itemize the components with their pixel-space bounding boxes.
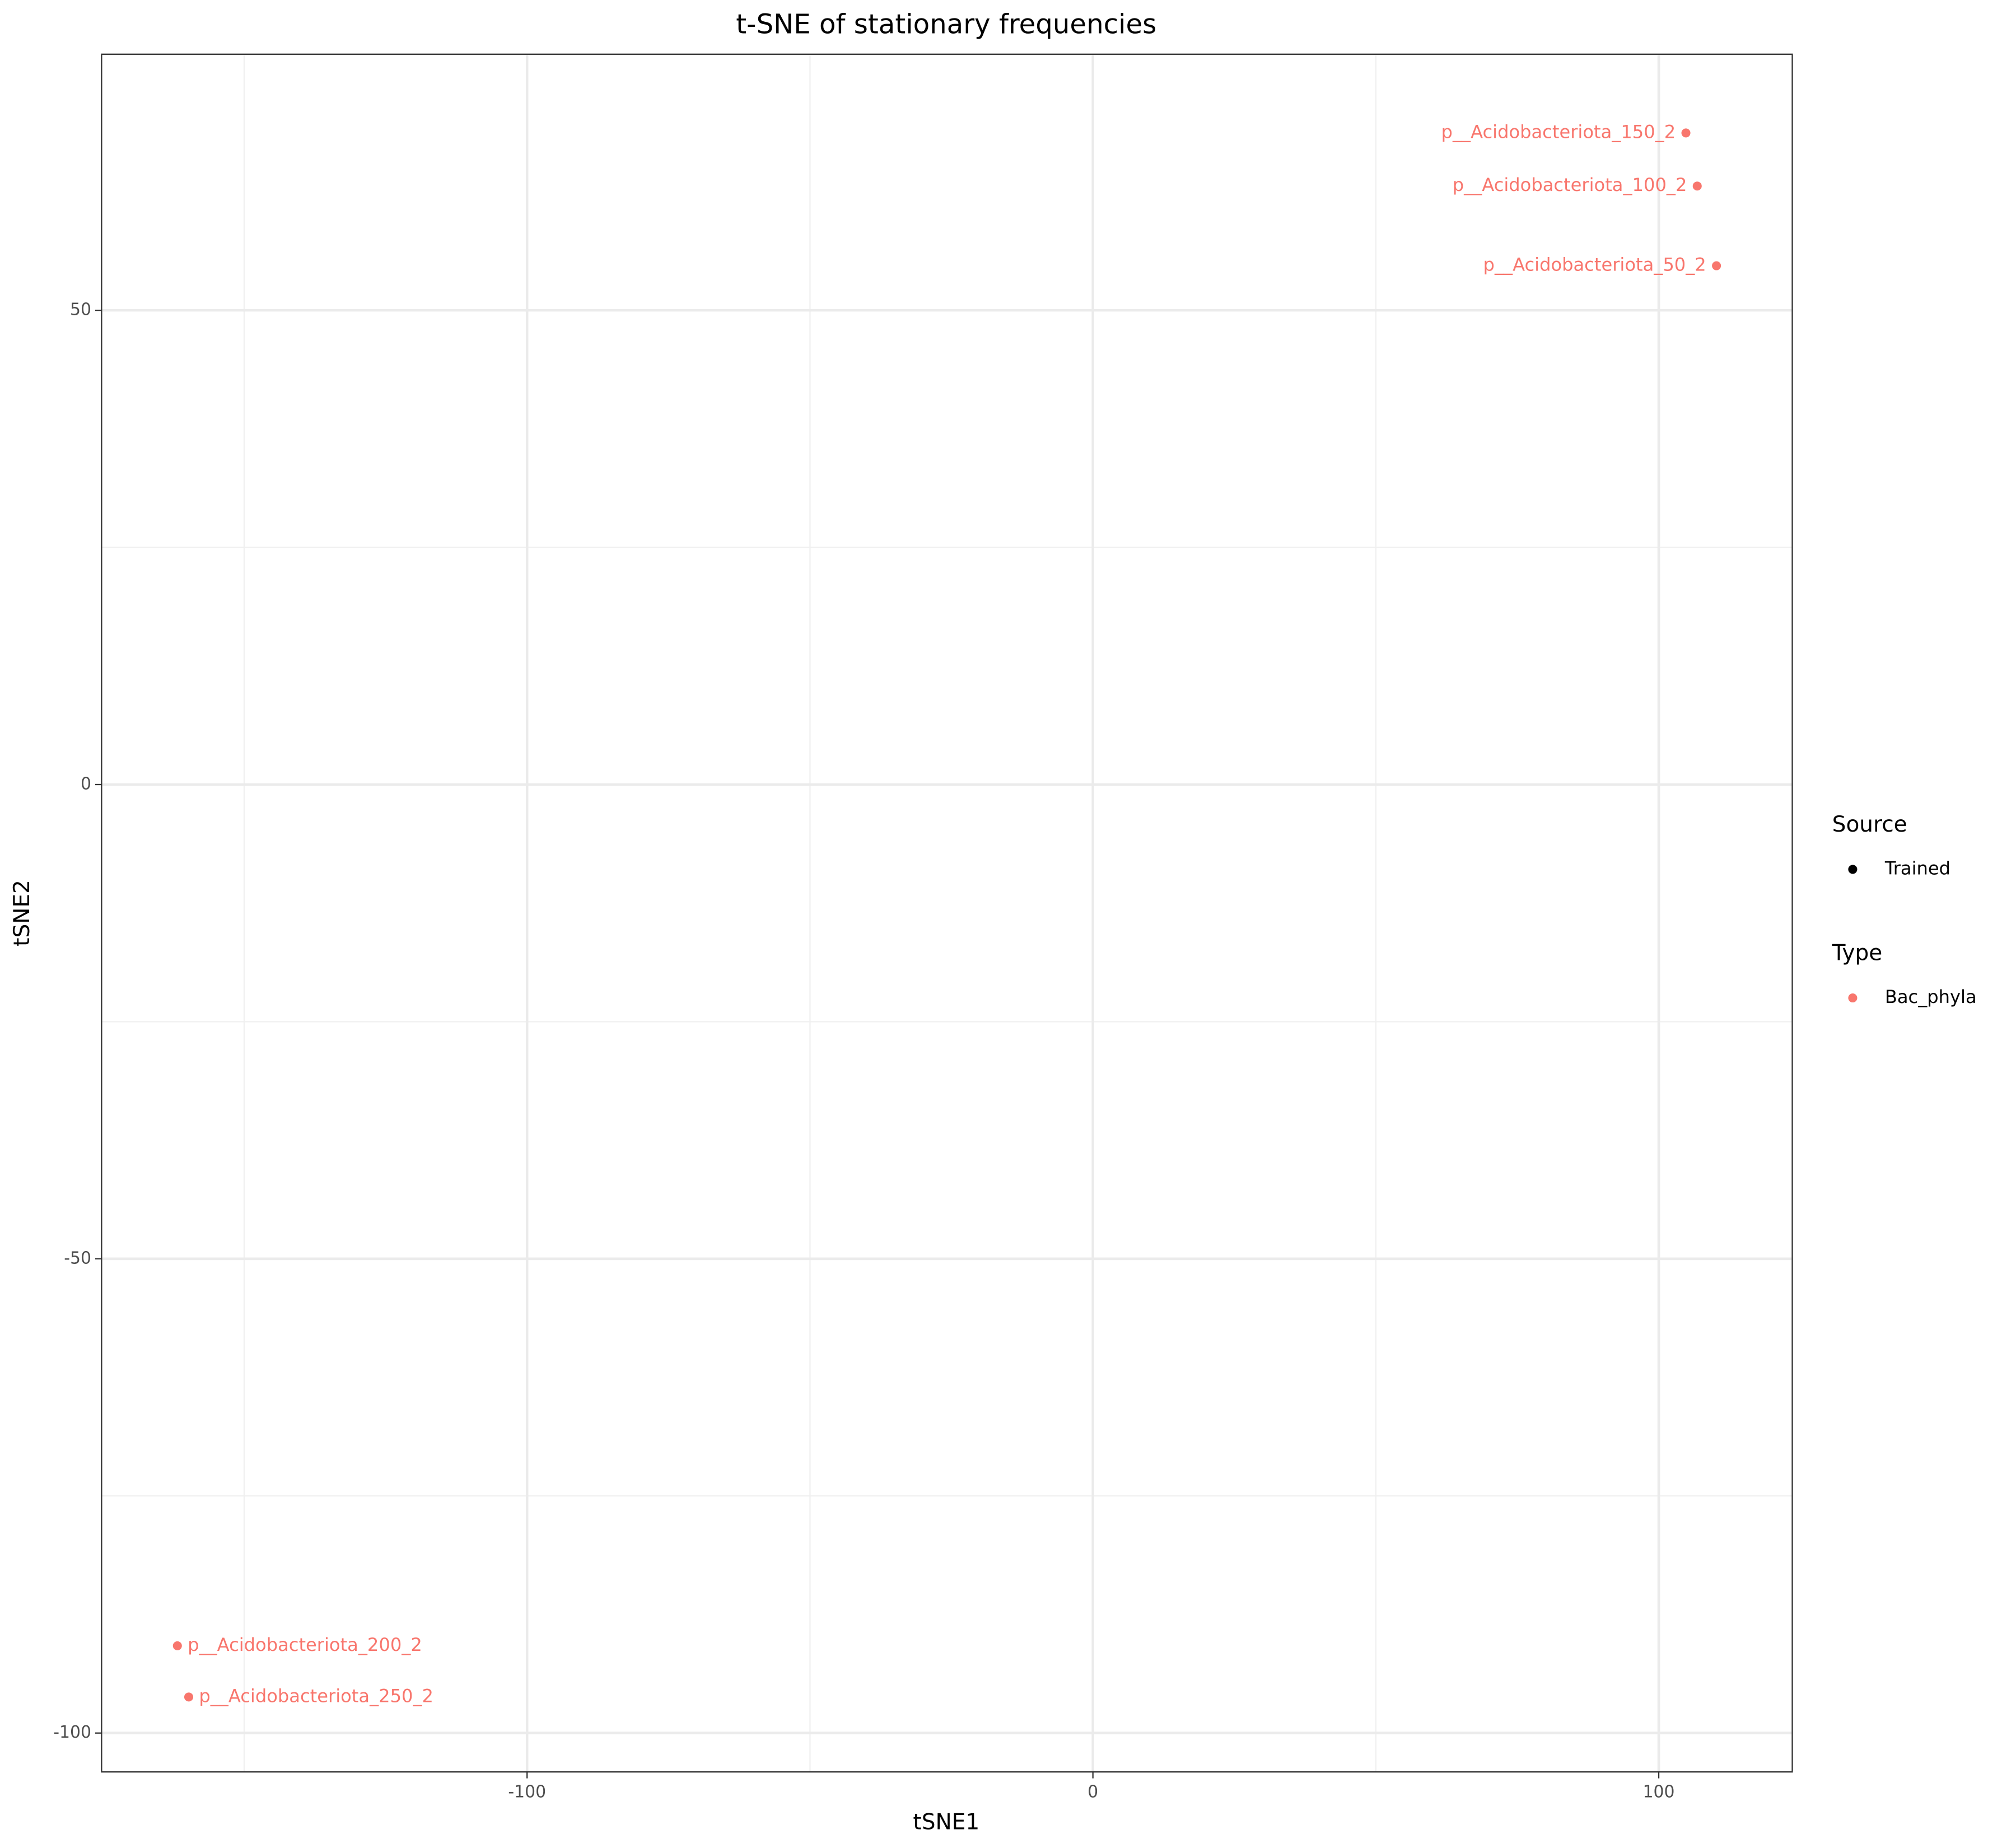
y-tick-label: -50 bbox=[64, 1248, 91, 1268]
point-label: p__Acidobacteriota_150_2 bbox=[1441, 121, 1676, 142]
point bbox=[1681, 128, 1691, 138]
y-tick-label: 0 bbox=[81, 774, 91, 794]
legend-label: Bac_phyla bbox=[1885, 986, 1977, 1007]
legend-title: Type bbox=[1832, 940, 1883, 965]
x-axis-label: tSNE1 bbox=[913, 1809, 979, 1835]
chart-title: t-SNE of stationary frequencies bbox=[736, 8, 1156, 40]
point bbox=[172, 1641, 182, 1650]
point bbox=[184, 1692, 194, 1702]
point-label: p__Acidobacteriota_100_2 bbox=[1453, 174, 1687, 195]
y-axis-label: tSNE2 bbox=[10, 880, 35, 946]
x-tick-label: 0 bbox=[1088, 1782, 1098, 1802]
y-tick-label: 50 bbox=[70, 300, 91, 320]
x-tick-label: 100 bbox=[1643, 1782, 1675, 1802]
plot-border bbox=[101, 53, 1793, 1773]
legend-swatch bbox=[1848, 993, 1858, 1003]
point-label: p__Acidobacteriota_50_2 bbox=[1483, 254, 1706, 276]
x-tick-label: -100 bbox=[508, 1782, 546, 1802]
point bbox=[1692, 181, 1702, 191]
legend-swatch bbox=[1848, 865, 1858, 874]
legend-label: Trained bbox=[1884, 857, 1950, 879]
point bbox=[1712, 261, 1721, 270]
y-tick-label: -100 bbox=[53, 1723, 91, 1742]
point-label: p__Acidobacteriota_250_2 bbox=[199, 1685, 433, 1706]
legend-title: Source bbox=[1832, 812, 1907, 837]
point-label: p__Acidobacteriota_200_2 bbox=[188, 1634, 422, 1655]
